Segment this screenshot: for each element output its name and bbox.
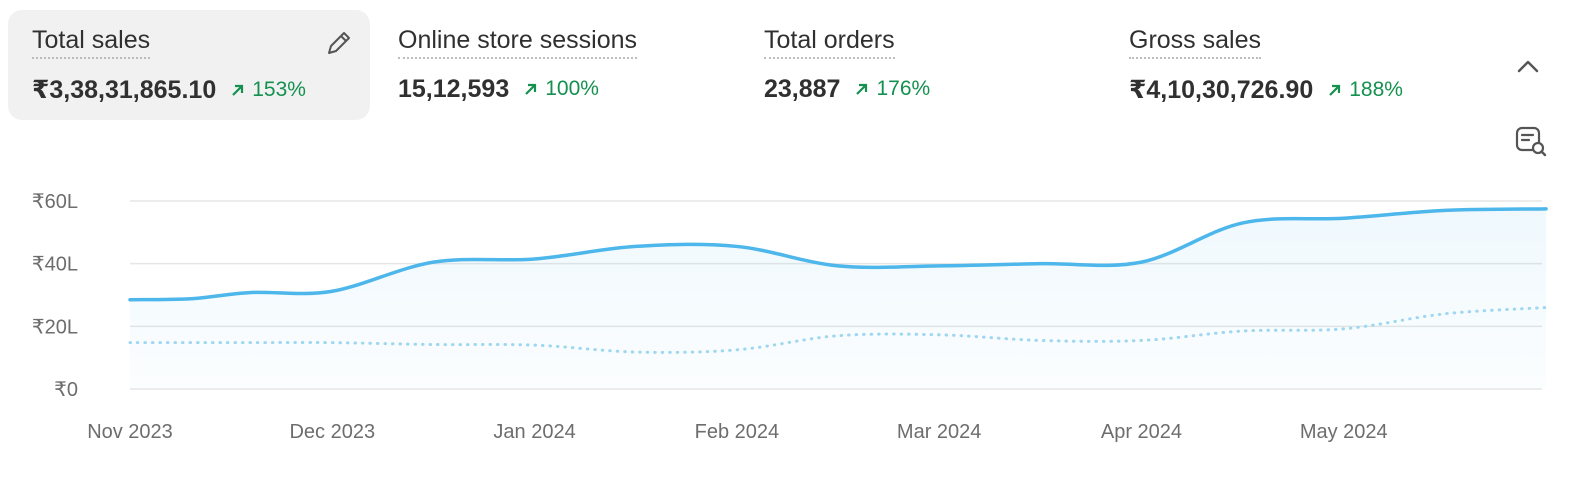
metric-change-value: 188% (1349, 78, 1403, 101)
primary-series-line (128, 207, 1548, 302)
metric-title[interactable]: Online store sessions (398, 24, 638, 59)
arrow-up-right-icon (1329, 84, 1341, 96)
series-area (130, 208, 1547, 389)
metric-card-online-store-sessions[interactable]: Online store sessions 15,12,593 100% (374, 10, 736, 120)
pencil-icon[interactable] (324, 28, 354, 58)
x-tick-label: Jan 2024 (493, 421, 575, 443)
metric-title[interactable]: Total sales (32, 24, 151, 59)
metric-card-total-orders[interactable]: Total orders 23,887 176% (740, 10, 1102, 120)
arrow-up-right-icon (856, 83, 868, 95)
comparison-series-line (128, 306, 1548, 354)
x-tick-label: Mar 2024 (897, 421, 982, 443)
metrics-bar: Total sales ₹3,38,31,865.10 153% Online … (8, 10, 1488, 120)
x-tick-label: May 2024 (1300, 421, 1388, 443)
metric-change-value: 100% (545, 77, 599, 100)
chart-search-icon[interactable] (1514, 124, 1548, 158)
y-tick-label: ₹40L (32, 254, 78, 276)
metric-title[interactable]: Gross sales (1129, 24, 1261, 59)
chart-series (128, 207, 1548, 389)
metric-change-value: 176% (876, 77, 931, 100)
metric-value: 23,887 (764, 75, 841, 103)
metric-change: 100% (523, 77, 599, 101)
x-tick-label: Nov 2023 (87, 421, 173, 443)
y-tick-label: ₹20L (32, 316, 78, 338)
metric-value: 15,12,593 (398, 75, 510, 103)
metric-change: 153% (230, 78, 306, 102)
sales-line-chart: ₹0 ₹20L ₹40L ₹60L Nov 2023 Dec 2023 Jan 2024 F… (32, 191, 1548, 443)
arrow-up-right-icon (525, 83, 537, 95)
x-axis: Nov 2023 Dec 2023 Jan 2024 Feb 2024 Mar 2024… (87, 421, 1387, 443)
x-tick-label: Apr 2024 (1101, 421, 1182, 443)
x-tick-label: Dec 2023 (289, 421, 375, 443)
y-axis: ₹0 ₹20L ₹40L ₹60L (32, 191, 78, 401)
metric-card-total-sales[interactable]: Total sales ₹3,38,31,865.10 153% (8, 10, 370, 120)
chevron-up-icon[interactable] (1512, 52, 1544, 80)
metric-value: ₹4,10,30,726.90 (1129, 76, 1314, 104)
y-tick-label: ₹0 (54, 379, 78, 401)
metric-title[interactable]: Total orders (764, 24, 895, 59)
metric-value: ₹3,38,31,865.10 (32, 76, 217, 104)
metric-change: 176% (854, 77, 930, 101)
y-tick-label: ₹60L (32, 191, 78, 213)
metric-card-gross-sales[interactable]: Gross sales ₹4,10,30,726.90 188% (1105, 10, 1467, 120)
metric-change-value: 153% (252, 78, 306, 101)
arrow-up-right-icon (232, 84, 244, 96)
metric-change: 188% (1327, 78, 1403, 102)
x-tick-label: Feb 2024 (695, 421, 780, 443)
